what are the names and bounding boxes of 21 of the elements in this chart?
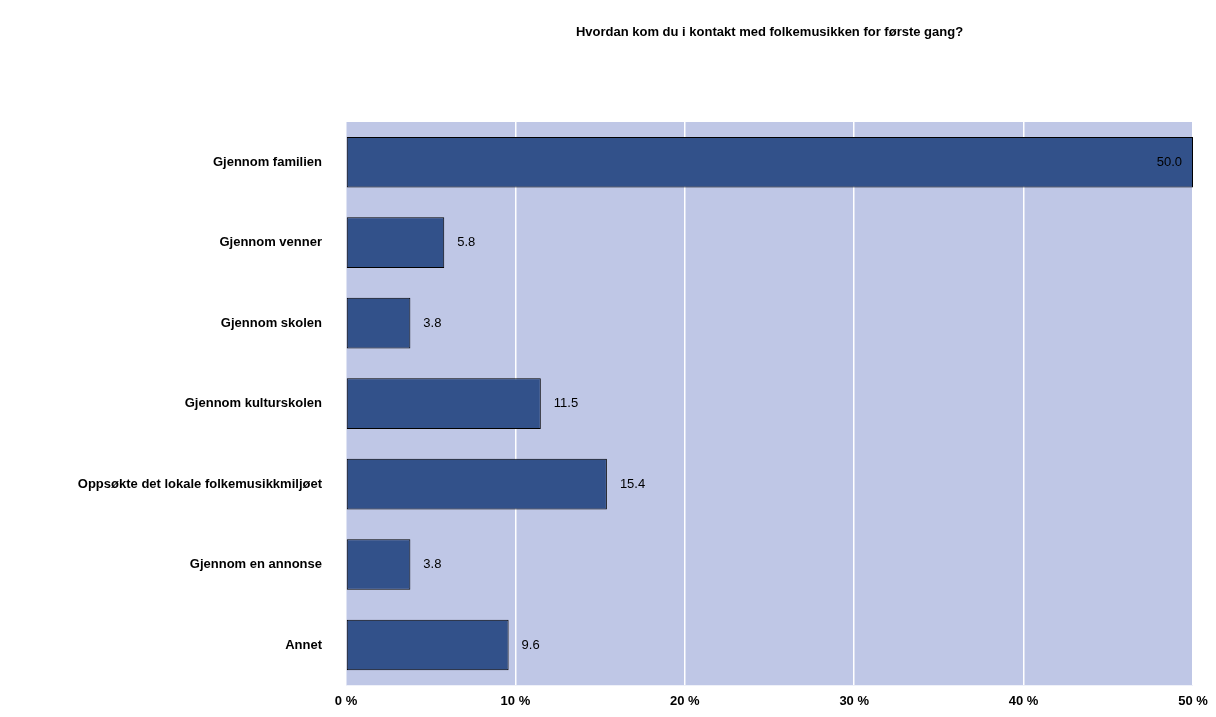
data-label: 15.4 — [619, 475, 646, 491]
y-tick-label: Oppsøkte det lokale folkemusikkmiljøet — [77, 475, 323, 491]
y-tick-label: Gjennom en annonse — [189, 556, 322, 572]
y-tick-label: Gjennom venner — [219, 234, 322, 250]
x-tick-label: 10 % — [500, 692, 531, 708]
chart-title: Hvordan kom du i kontakt med folkemusikken for første gang? — [575, 23, 964, 39]
x-tick-label: 40 % — [1008, 692, 1039, 708]
y-tick-label: Gjennom kulturskolen — [184, 395, 323, 411]
data-label: 5.8 — [457, 234, 476, 250]
data-label: 3.8 — [423, 314, 442, 330]
x-tick-label: 50 % — [1178, 692, 1209, 708]
data-label: 9.6 — [521, 636, 540, 652]
x-tick-label: 30 % — [839, 692, 870, 708]
y-tick-label: Gjennom skolen — [220, 314, 323, 330]
x-tick-label: 0 % — [334, 692, 358, 708]
data-label: 50.0 — [1156, 153, 1182, 169]
data-label: 11.5 — [553, 395, 579, 411]
y-tick-label: Gjennom familien — [212, 153, 323, 169]
x-tick-label: 20 % — [669, 692, 701, 708]
y-tick-label: Annet — [285, 636, 323, 652]
data-label: 3.8 — [423, 556, 442, 572]
